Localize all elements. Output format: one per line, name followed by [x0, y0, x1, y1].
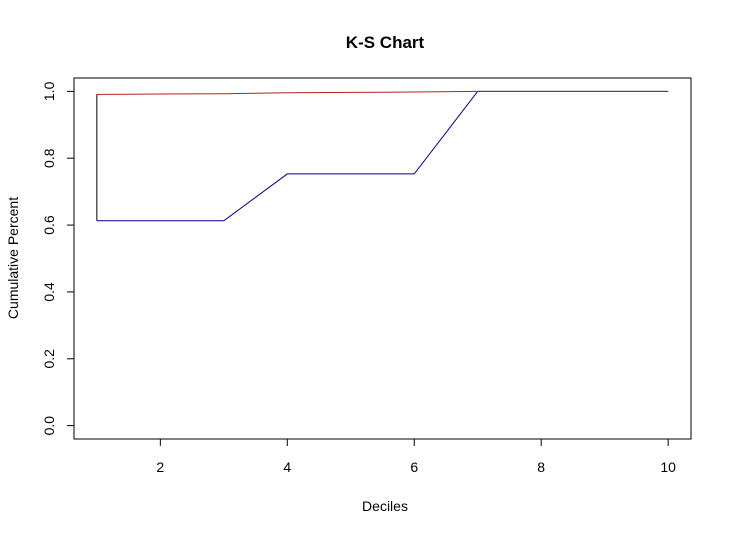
- y-axis: 0.0 0.2 0.4 0.6 0.8 1.0: [41, 81, 75, 436]
- x-tick-label: 4: [283, 459, 291, 475]
- x-axis: 2 4 6 8 10: [156, 438, 676, 475]
- series-layer: [96, 90, 669, 222]
- x-tick-label: 2: [156, 459, 164, 475]
- series-line-1: [96, 90, 669, 222]
- plot-area-frame: [73, 77, 692, 440]
- series-line-2: [96, 90, 669, 95]
- x-axis-label: Deciles: [362, 498, 408, 514]
- y-tick-label: 0.0: [41, 416, 57, 436]
- y-tick-label: 0.2: [41, 349, 57, 369]
- y-tick-label: 0.4: [41, 282, 57, 302]
- y-tick-label: 0.8: [41, 148, 57, 168]
- x-tick-label: 6: [410, 459, 418, 475]
- y-tick-label: 0.6: [41, 215, 57, 235]
- x-tick-label: 10: [660, 459, 676, 475]
- y-tick-label: 1.0: [41, 81, 57, 101]
- chart-title: K-S Chart: [346, 33, 425, 52]
- y-axis-label: Cumulative Percent: [5, 197, 21, 319]
- x-tick-label: 8: [537, 459, 545, 475]
